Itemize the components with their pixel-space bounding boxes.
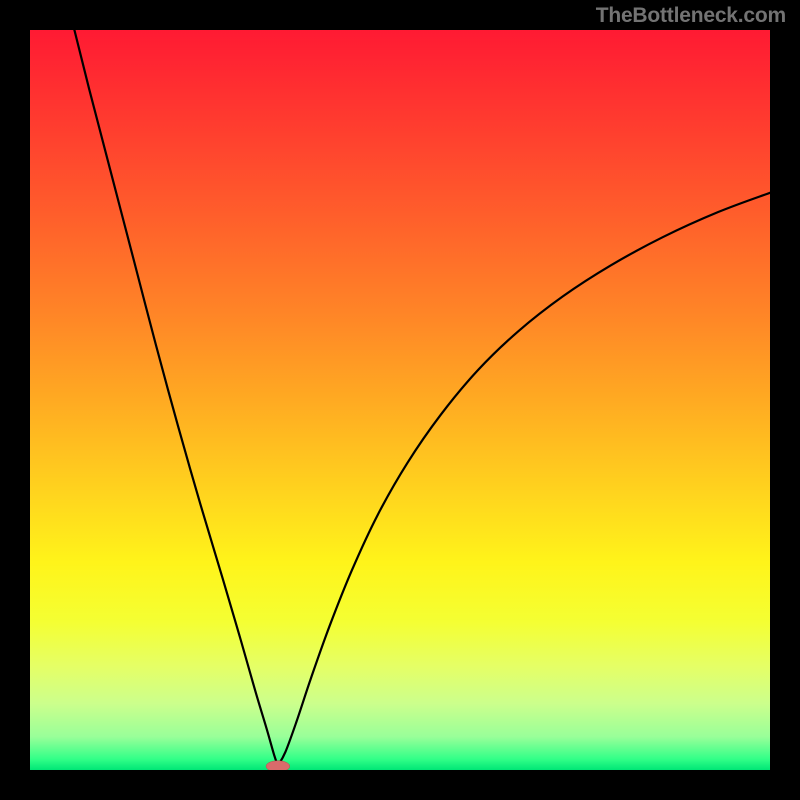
chart-svg [30, 30, 770, 770]
watermark-text: TheBottleneck.com [596, 4, 786, 28]
bottleneck-chart [30, 30, 770, 770]
chart-frame: TheBottleneck.com [0, 0, 800, 800]
optimum-marker [266, 761, 290, 770]
chart-background [30, 30, 770, 770]
